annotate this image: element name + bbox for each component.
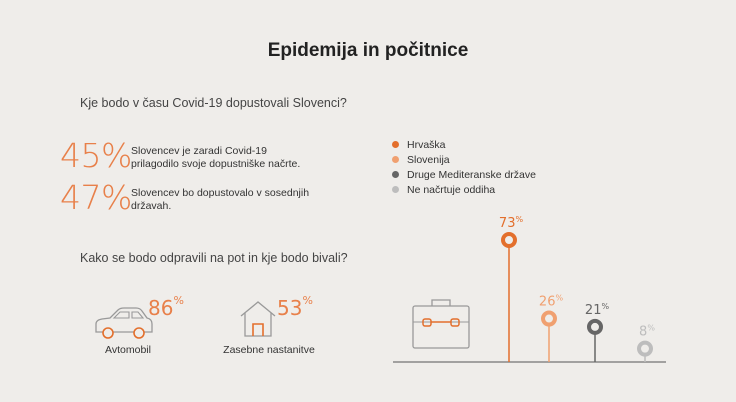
page-title: Epidemija in počitnice xyxy=(267,40,469,61)
house-percent: 53% xyxy=(277,294,313,320)
question-destination: Kje bodo v času Covid-19 dopustovali Slo… xyxy=(80,96,347,110)
car-icon xyxy=(95,307,153,339)
lollipop-point xyxy=(501,232,517,248)
transport-house: 53% Zasebne nastanitve xyxy=(223,294,335,356)
house-label: Zasebne nastanitve xyxy=(223,344,315,356)
legend-swatch xyxy=(392,156,399,163)
legend-swatch xyxy=(392,141,399,148)
car-percent: 86% xyxy=(148,294,184,320)
lollipop-value-label: 26% xyxy=(539,294,564,310)
lollipop-point xyxy=(541,310,557,327)
legend-item: Druge Mediteranske države xyxy=(392,167,536,182)
suitcase-icon xyxy=(412,299,470,349)
lollipop-value-label: 73% xyxy=(499,215,524,231)
lollipop-point xyxy=(587,318,603,335)
stat-value: 47% xyxy=(60,178,132,217)
house-icon xyxy=(240,301,276,337)
lollipop-value-label: 8% xyxy=(639,324,655,340)
transport-car: 86% Avtomobil xyxy=(92,294,202,356)
legend-swatch xyxy=(392,186,399,193)
legend-item: Ne načrtuje oddiha xyxy=(392,182,536,197)
legend-item: Hrvaška xyxy=(392,137,536,152)
question-travel: Kako se bodo odpravili na pot in kje bod… xyxy=(80,251,348,265)
lollipop-point xyxy=(637,340,653,357)
lollipop-value-label: 21% xyxy=(585,302,610,318)
car-label: Avtomobil xyxy=(105,344,151,356)
stat-text: Slovencev je zaradi Covid-19 prilagodilo… xyxy=(131,145,301,170)
stat-text: Slovencev bo dopustovalo v sosednjih drž… xyxy=(131,187,310,212)
legend-swatch xyxy=(392,171,399,178)
legend-item: Slovenija xyxy=(392,152,536,167)
chart-legend: Hrvaška Slovenija Druge Mediteranske drž… xyxy=(392,137,536,197)
stat-value: 45% xyxy=(60,136,132,175)
